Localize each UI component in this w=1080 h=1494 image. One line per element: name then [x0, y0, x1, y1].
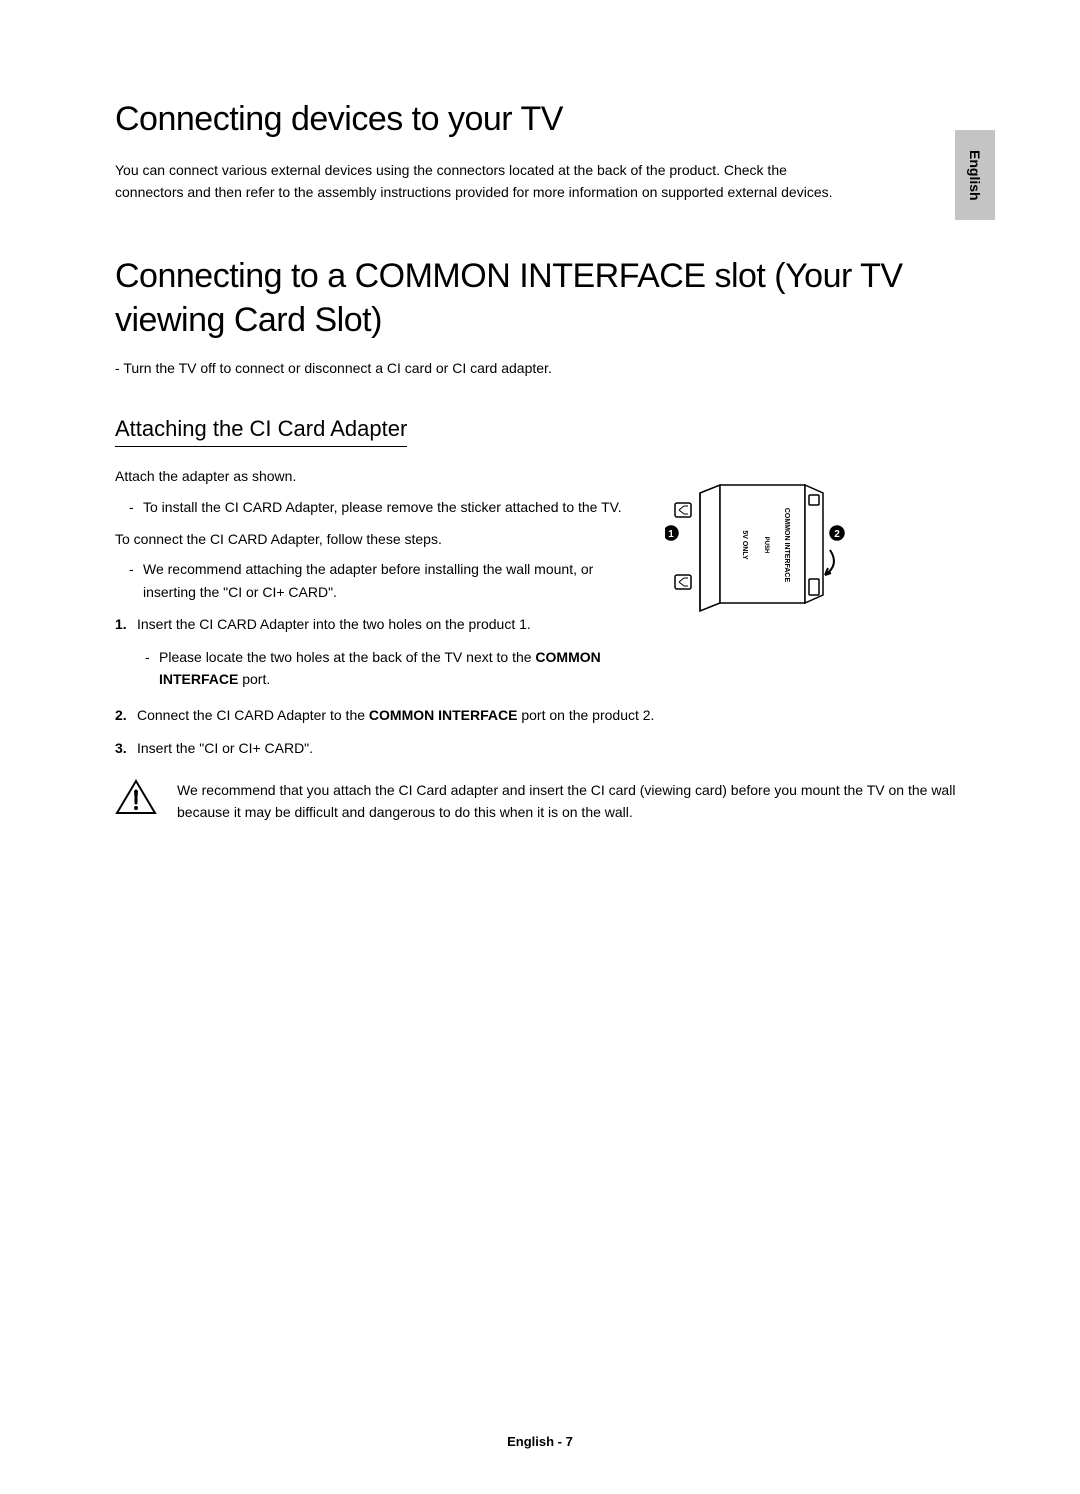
step-1: 1. Insert the CI CARD Adapter into the t… [115, 613, 645, 635]
step-2-number: 2. [115, 704, 127, 726]
recommend-note: We recommend attaching the adapter befor… [115, 558, 645, 603]
install-note: To install the CI CARD Adapter, please r… [115, 496, 645, 518]
intro-paragraph: You can connect various external devices… [115, 159, 835, 204]
diagram-label-5v: 5V ONLY [741, 531, 748, 561]
step-2-prefix: Connect the CI CARD Adapter to the [137, 707, 369, 723]
page-content: Connecting devices to your TV You can co… [0, 0, 1080, 824]
step-3: 3. Insert the "CI or CI+ CARD". [115, 737, 970, 759]
heading-connecting-devices: Connecting devices to your TV [115, 100, 970, 139]
connect-intro: To connect the CI CARD Adapter, follow t… [115, 528, 645, 550]
diagram-container: 1 2 5V ONLY PUSH COMMON INTERFACE [665, 465, 865, 704]
diagram-label-push: PUSH [763, 537, 769, 554]
heading-attaching-adapter: Attaching the CI Card Adapter [115, 416, 407, 447]
warning-text: We recommend that you attach the CI Card… [177, 779, 970, 824]
step-1-number: 1. [115, 613, 127, 635]
turn-off-note: Turn the TV off to connect or disconnect… [115, 360, 970, 376]
content-row: Attach the adapter as shown. To install … [115, 465, 970, 704]
ci-adapter-diagram: 1 2 5V ONLY PUSH COMMON INTERFACE [665, 475, 855, 615]
diagram-marker-1: 1 [668, 529, 674, 540]
step-2-suffix: port on the product 2. [517, 707, 654, 723]
diagram-label-ci: COMMON INTERFACE [783, 508, 790, 583]
step-3-number: 3. [115, 737, 127, 759]
step-1-text: Insert the CI CARD Adapter into the two … [137, 616, 531, 632]
step-2-bold: COMMON INTERFACE [369, 707, 518, 723]
heading-common-interface: Connecting to a COMMON INTERFACE slot (Y… [115, 254, 970, 342]
step-1-sub-prefix: Please locate the two holes at the back … [159, 649, 535, 665]
warning-triangle-icon [115, 779, 157, 815]
content-left: Attach the adapter as shown. To install … [115, 465, 645, 704]
step-1-sub: Please locate the two holes at the back … [115, 646, 645, 691]
page-footer: English - 7 [0, 1434, 1080, 1449]
step-3-text: Insert the "CI or CI+ CARD". [137, 740, 313, 756]
diagram-marker-2: 2 [834, 529, 840, 540]
step-1-sub-suffix: port. [238, 671, 270, 687]
attach-text: Attach the adapter as shown. [115, 465, 645, 487]
warning-box: We recommend that you attach the CI Card… [115, 779, 970, 824]
step-2: 2. Connect the CI CARD Adapter to the CO… [115, 704, 970, 726]
